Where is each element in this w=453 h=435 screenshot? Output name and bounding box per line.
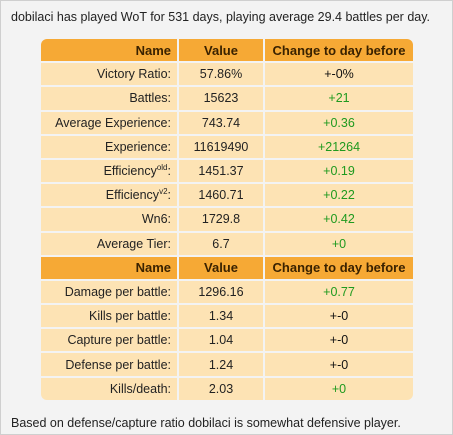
stat-change: +-0% [265,63,413,86]
stat-name-superscript: old [156,163,168,173]
stat-name-text: Experience: [104,139,171,154]
stat-change: +21264 [265,135,413,158]
stat-name-text: Wn6: [141,212,171,227]
stat-change: +-0 [265,353,413,376]
stat-name-text: Defense per battle: [65,357,171,372]
stat-name-text: Victory Ratio: [96,67,171,82]
stat-name-suffix: : [167,188,171,203]
stat-value: 1451.37 [179,159,263,183]
column-header-value: Value [179,256,263,279]
column-header-name: Name [41,39,177,62]
stat-name: Capture per battle: [41,329,177,352]
stat-name: Average Experience: [41,111,177,134]
stat-name: Average Tier: [41,232,177,255]
stat-change: +0.77 [265,280,413,304]
stat-name: Experience: [41,135,177,158]
stat-value: 1.04 [179,329,263,352]
table-row: Average Experience: 743.74 +0.36 [41,111,413,134]
table-row: Average Tier: 6.7 +0 [41,232,413,255]
stat-value: 15623 [179,87,263,110]
table-row: Capture per battle: 1.04 +-0 [41,329,413,352]
stat-name-text: Damage per battle: [64,284,171,299]
stat-name: Damage per battle: [41,280,177,304]
stat-name: Defense per battle: [41,353,177,376]
table-row: Victory Ratio: 57.86% +-0% [41,63,413,86]
intro-text: dobilaci has played WoT for 531 days, pl… [11,10,431,24]
stat-change: +0.22 [265,184,413,207]
stat-value: 743.74 [179,111,263,134]
stat-name: Kills per battle: [41,305,177,328]
summary-text: Based on defense/capture ratio dobilaci … [11,416,401,430]
table-row: Wn6: 1729.8 +0.42 [41,208,413,231]
table-row: Experience: 11619490 +21264 [41,135,413,158]
stat-name: Victory Ratio: [41,63,177,86]
table-row: Kills per battle: 1.34 +-0 [41,305,413,328]
column-header-name: Name [41,256,177,279]
stat-value: 1729.8 [179,208,263,231]
header-row: Name Value Change to day before [41,256,413,279]
stat-change: +0.19 [265,159,413,183]
stat-name-text: Capture per battle: [67,333,171,348]
stat-value: 1296.16 [179,280,263,304]
stat-change: +0 [265,377,413,400]
stat-name: Efficiencyv2: [41,184,177,207]
table-row: Efficiencyold: 1451.37 +0.19 [41,159,413,183]
column-header-change: Change to day before [265,39,413,62]
stat-change: +0 [265,232,413,255]
stat-name-text: Kills per battle: [89,309,171,324]
table-row: Damage per battle: 1296.16 +0.77 [41,280,413,304]
stat-value: 11619490 [179,135,263,158]
stat-change: +0.36 [265,111,413,134]
stat-name-text: Battles: [129,91,171,106]
stat-value: 1.24 [179,353,263,376]
stat-name-text: Average Experience: [55,115,171,130]
stat-name-suffix: : [167,164,171,179]
stat-value: 2.03 [179,377,263,400]
stat-name-text: Efficiency [103,164,157,179]
column-header-change: Change to day before [265,256,413,279]
stat-change: +-0 [265,329,413,352]
header-row: Name Value Change to day before [41,39,413,62]
stat-value: 57.86% [179,63,263,86]
table-row: Defense per battle: 1.24 +-0 [41,353,413,376]
stat-name-text: Kills/death: [109,381,171,396]
stat-change: +0.42 [265,208,413,231]
stat-value: 6.7 [179,232,263,255]
stat-name: Kills/death: [41,377,177,400]
stat-change: +-0 [265,305,413,328]
stat-name-text: Efficiency [105,188,160,203]
stat-name: Efficiencyold: [41,159,177,183]
stat-value: 1460.71 [179,184,263,207]
stats-table: Name Value Change to day before Victory Rat… [39,37,415,402]
table-row: Battles: 15623 +21 [41,87,413,110]
stat-name-text: Average Tier: [96,236,171,251]
column-header-value: Value [179,39,263,62]
stat-name-superscript: v2 [159,187,168,197]
stat-name: Wn6: [41,208,177,231]
stat-change: +21 [265,87,413,110]
table-row: Kills/death: 2.03 +0 [41,377,413,400]
stat-value: 1.34 [179,305,263,328]
stat-name: Battles: [41,87,177,110]
table-row: Efficiencyv2: 1460.71 +0.22 [41,184,413,207]
